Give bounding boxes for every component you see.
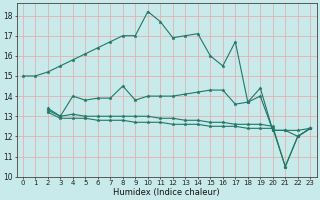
X-axis label: Humidex (Indice chaleur): Humidex (Indice chaleur)	[113, 188, 220, 197]
